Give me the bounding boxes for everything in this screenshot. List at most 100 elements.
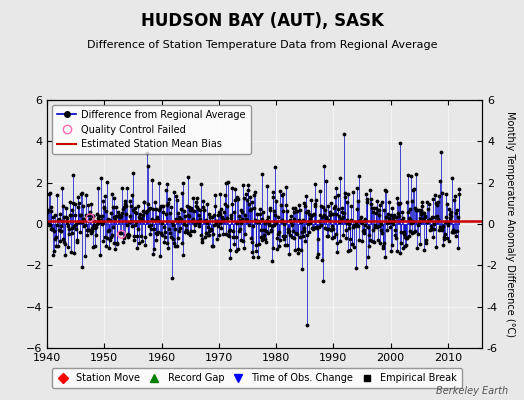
Point: [71, 212, 79, 218]
Point: [159, 239, 168, 245]
Point: [199, 204, 208, 210]
Point: [127, 192, 136, 198]
Point: [394, 200, 402, 206]
Point: [250, 205, 258, 212]
Point: [263, 183, 271, 190]
Point: [322, 214, 330, 221]
Point: [332, 185, 340, 191]
Point: [173, 197, 181, 204]
Point: [149, 246, 158, 252]
Point: [346, 236, 354, 242]
Point: [82, 192, 91, 198]
Point: [171, 216, 180, 222]
Point: [451, 228, 460, 234]
Point: [105, 216, 114, 223]
Point: [315, 188, 324, 195]
Point: [62, 214, 70, 221]
Point: [305, 228, 313, 235]
Point: [233, 220, 242, 226]
Point: [76, 229, 84, 236]
Point: [210, 212, 219, 219]
Point: [449, 229, 457, 235]
Point: [387, 248, 396, 254]
Point: [328, 235, 336, 241]
Point: [288, 234, 296, 240]
Point: [131, 222, 139, 228]
Point: [129, 233, 138, 239]
Point: [195, 220, 204, 226]
Point: [295, 202, 303, 208]
Point: [141, 209, 150, 215]
Point: [100, 204, 108, 210]
Point: [194, 223, 203, 230]
Point: [226, 227, 234, 233]
Point: [263, 217, 271, 224]
Point: [290, 235, 298, 241]
Point: [408, 198, 416, 204]
Point: [354, 222, 363, 229]
Point: [60, 239, 68, 246]
Point: [427, 225, 435, 232]
Point: [57, 228, 65, 235]
Point: [298, 229, 307, 236]
Point: [243, 216, 252, 223]
Point: [115, 213, 123, 220]
Point: [207, 227, 215, 233]
Point: [316, 222, 325, 228]
Point: [282, 242, 291, 249]
Point: [341, 190, 350, 196]
Point: [204, 210, 213, 217]
Point: [443, 222, 452, 228]
Point: [444, 206, 453, 212]
Point: [411, 206, 420, 213]
Point: [374, 237, 382, 243]
Point: [46, 204, 54, 211]
Point: [453, 206, 462, 213]
Point: [326, 212, 334, 218]
Point: [146, 204, 154, 211]
Point: [229, 234, 237, 240]
Point: [275, 243, 283, 249]
Point: [146, 231, 155, 238]
Point: [309, 226, 317, 233]
Point: [261, 236, 269, 242]
Point: [176, 216, 184, 223]
Point: [395, 213, 403, 220]
Point: [420, 210, 429, 216]
Point: [438, 190, 446, 196]
Point: [200, 207, 209, 213]
Point: [72, 221, 81, 227]
Point: [296, 234, 304, 240]
Point: [135, 214, 143, 220]
Point: [289, 209, 298, 215]
Point: [450, 197, 458, 203]
Point: [189, 216, 197, 222]
Point: [446, 209, 455, 216]
Point: [264, 230, 272, 236]
Point: [345, 220, 353, 227]
Point: [162, 240, 171, 246]
Point: [66, 199, 74, 206]
Point: [368, 227, 377, 233]
Point: [434, 199, 442, 205]
Point: [363, 254, 372, 260]
Point: [262, 239, 270, 245]
Point: [283, 208, 291, 214]
Point: [198, 235, 206, 242]
Point: [417, 211, 425, 218]
Point: [64, 230, 73, 237]
Point: [242, 190, 250, 197]
Point: [259, 209, 268, 215]
Point: [232, 234, 240, 240]
Point: [292, 208, 300, 214]
Point: [215, 208, 223, 215]
Point: [341, 194, 349, 200]
Point: [133, 232, 141, 239]
Point: [418, 199, 426, 205]
Point: [77, 191, 85, 197]
Point: [445, 211, 454, 217]
Point: [290, 216, 299, 222]
Point: [355, 172, 364, 179]
Point: [402, 235, 410, 241]
Point: [156, 205, 165, 211]
